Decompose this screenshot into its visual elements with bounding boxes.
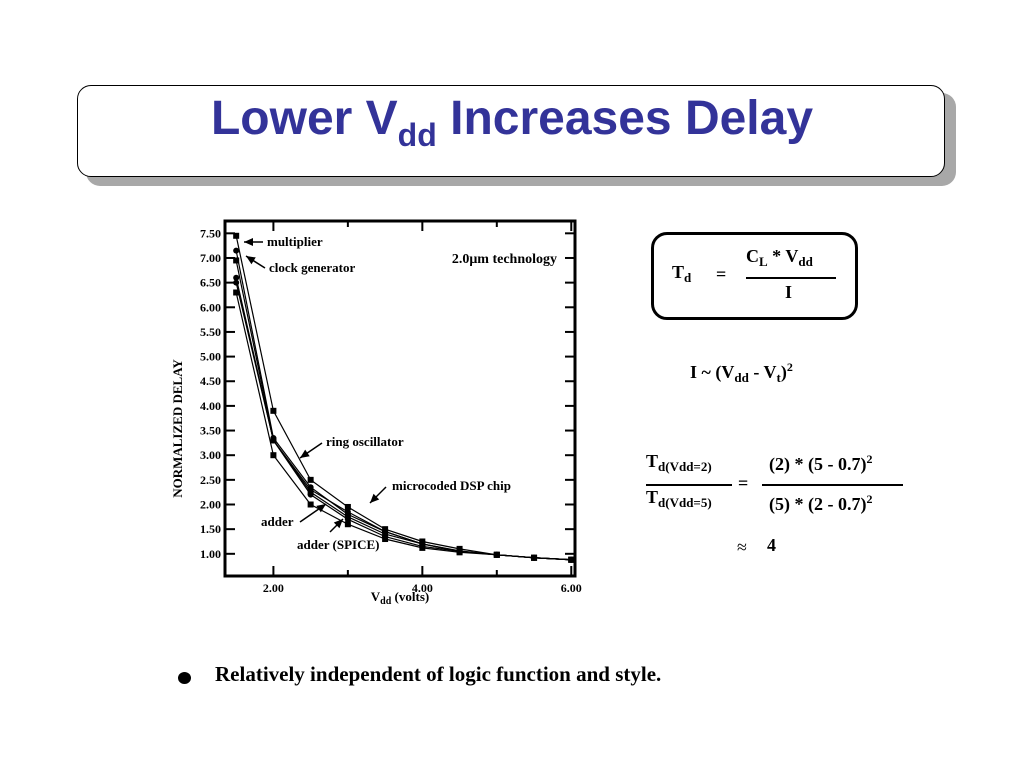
slide-title: Lower Vdd Increases Delay: [0, 86, 1024, 168]
title-box: [77, 85, 945, 177]
annotation-arrowhead: [316, 504, 326, 513]
data-point: [382, 528, 389, 535]
data-point: [419, 540, 426, 547]
x-tick-label: 4.00: [412, 581, 433, 595]
data-point: [493, 551, 500, 558]
data-point: [456, 547, 463, 554]
data-point: [307, 476, 314, 483]
y-tick-label: 2.00: [200, 498, 221, 512]
annotation-label: microcoded DSP chip: [392, 478, 511, 493]
current-formula: I ~ (Vdd - Vt)2: [690, 360, 793, 385]
td-lhs: Td: [672, 262, 692, 285]
y-tick-label: 2.50: [200, 473, 221, 487]
y-tick-label: 1.50: [200, 522, 221, 536]
x-tick-label: 2.00: [263, 581, 284, 595]
annotation-label: multiplier: [267, 234, 323, 249]
td-fraction-bar: [746, 277, 836, 279]
approx-symbol: ≈: [737, 537, 747, 557]
bullet-icon: [178, 672, 191, 684]
ratio-rhs-fraction-bar: [762, 484, 903, 486]
data-point: [233, 289, 240, 296]
annotation-label: adder: [261, 514, 294, 529]
y-tick-label: 7.50: [200, 226, 221, 240]
annotation-arrowhead: [370, 493, 380, 503]
y-tick-label: 3.50: [200, 424, 221, 438]
y-tick-label: 6.00: [200, 300, 221, 314]
annotation-arrowhead: [246, 256, 256, 265]
annotation-arrowhead: [300, 449, 310, 458]
data-point: [307, 486, 314, 493]
delay-formula-box: [651, 232, 858, 320]
y-tick-label: 4.00: [200, 399, 221, 413]
data-point: [233, 247, 240, 254]
title-main: Lower V: [210, 92, 398, 145]
data-point: [233, 274, 240, 281]
x-axis-label: Vdd (volts): [371, 589, 429, 607]
annotation-label: clock generator: [269, 260, 356, 275]
ratio-numerator: Td(Vdd=2): [646, 451, 712, 474]
td-equals: =: [716, 264, 727, 284]
data-point: [270, 407, 277, 414]
title-subscript: dd: [397, 117, 437, 153]
series-adder-spice: [233, 274, 575, 563]
annotation-arrowhead: [244, 238, 253, 246]
ratio-rhs-numerator: (2) * (5 - 0.7)2: [769, 452, 873, 474]
bullet-text: Relatively independent of logic function…: [215, 662, 662, 686]
data-point: [270, 452, 277, 459]
delay-chart: 1.00 1.50 2.00 2.50 3.00 3.50 4.00 4.50 5.00 5.50…: [170, 219, 582, 607]
data-point: [307, 501, 314, 508]
data-point: [344, 516, 351, 523]
y-tick-label: 5.00: [200, 350, 221, 364]
y-axis-label: NORMALIZED DELAY: [170, 359, 185, 498]
data-point: [233, 257, 240, 264]
x-tick-label: 6.00: [561, 581, 582, 595]
y-tick-label: 5.50: [200, 325, 221, 339]
data-point: [307, 491, 314, 498]
data-point: [568, 556, 575, 563]
y-tick-label: 3.00: [200, 448, 221, 462]
data-point: [344, 508, 351, 515]
technology-note: 2.0μm technology: [452, 252, 557, 267]
approx-value: 4: [767, 535, 776, 555]
y-tick-label: 6.50: [200, 276, 221, 290]
data-point: [344, 503, 351, 510]
data-point: [531, 554, 538, 561]
plot-frame: [223, 219, 577, 578]
ratio-equals: =: [738, 473, 749, 493]
ratio-fraction-bar: [646, 484, 732, 486]
annotation-arrowhead: [333, 519, 343, 529]
annotation-label: adder (SPICE): [297, 537, 379, 552]
annotation-label: ring oscillator: [326, 434, 404, 449]
ratio-rhs-denominator: (5) * (2 - 0.7)2: [769, 492, 873, 514]
data-point: [382, 536, 389, 543]
td-denominator: I: [785, 282, 793, 302]
title-rest: Increases Delay: [436, 92, 814, 145]
data-point: [270, 437, 277, 444]
data-point: [233, 232, 240, 239]
data-point: [419, 544, 426, 551]
y-tick-label: 1.00: [200, 547, 221, 561]
y-tick-label: 7.00: [200, 251, 221, 265]
td-numerator: CL * Vdd: [746, 246, 813, 269]
ratio-denominator: Td(Vdd=5): [646, 487, 712, 510]
data-point: [344, 521, 351, 528]
y-tick-label: 4.50: [200, 374, 221, 388]
series-line: [235, 235, 572, 561]
series-line: [235, 277, 572, 561]
